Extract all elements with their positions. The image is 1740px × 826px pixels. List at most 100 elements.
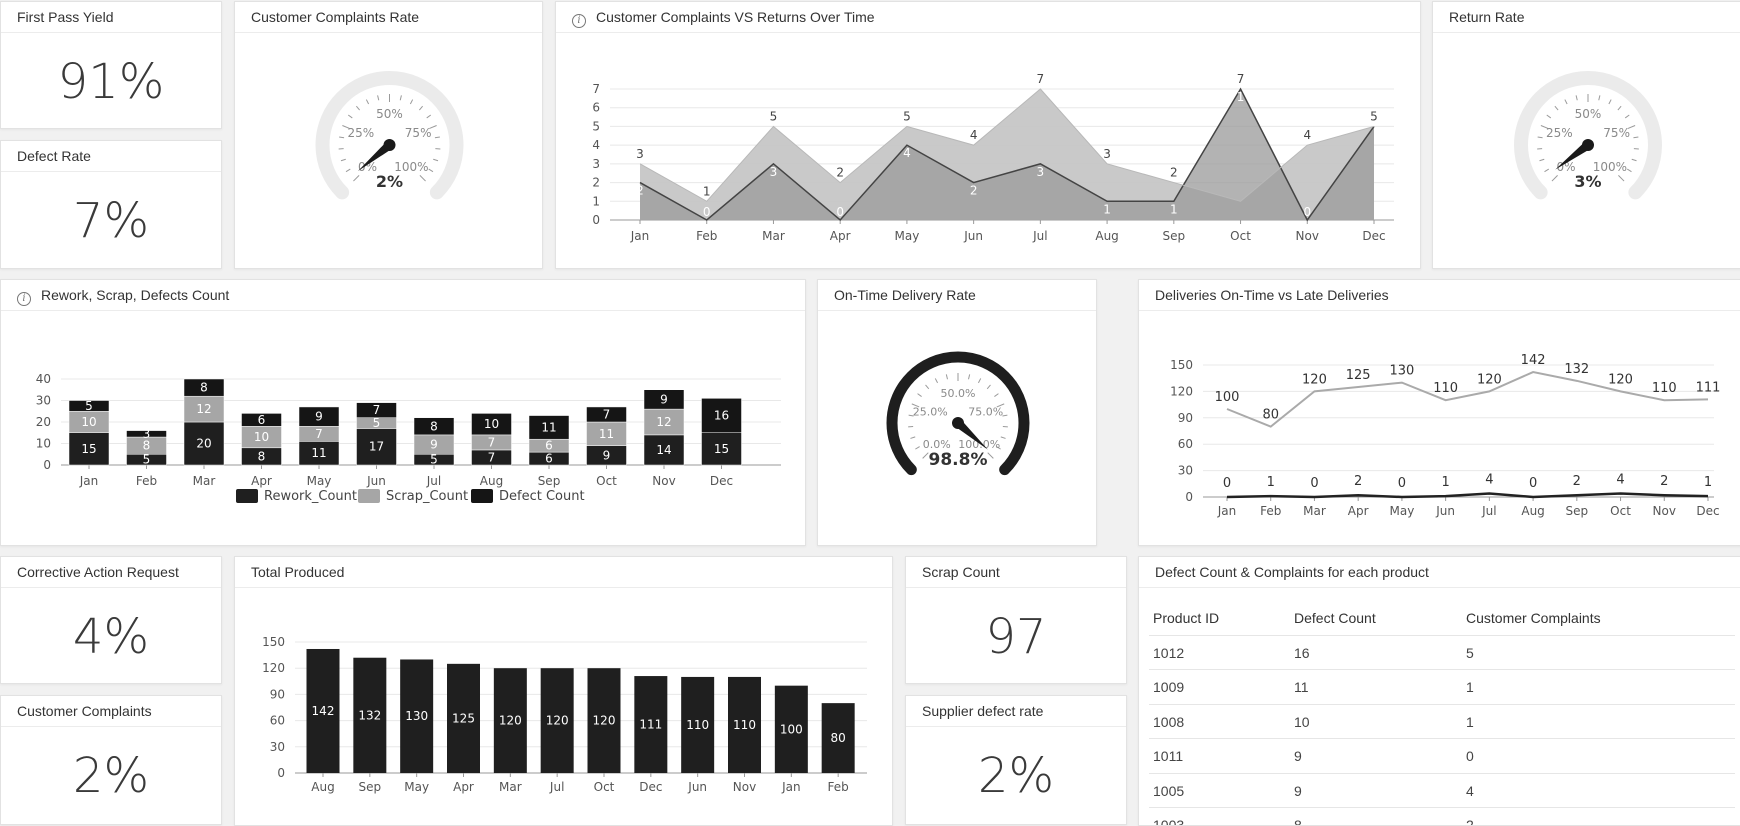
info-icon[interactable]: i xyxy=(572,14,586,28)
table-cell: 1005 xyxy=(1149,774,1294,808)
scrap-count-value: 97 xyxy=(906,609,1126,665)
legend-swatch xyxy=(471,489,493,503)
y-tick-label: 4 xyxy=(592,138,600,152)
y-tick-label: 0 xyxy=(277,766,285,780)
data-label: 7 xyxy=(488,435,496,449)
gauge-tick-label: 50.0% xyxy=(941,387,976,400)
y-tick-label: 40 xyxy=(36,372,51,386)
data-label: 9 xyxy=(603,448,611,462)
table-cell: 1 xyxy=(1466,670,1735,704)
data-label: 14 xyxy=(656,443,671,457)
data-label: 7 xyxy=(1037,72,1045,86)
x-tick-label: Jan xyxy=(781,780,801,794)
gauge-tick xyxy=(918,394,922,397)
return-rate-title: Return Rate xyxy=(1433,2,1740,33)
gauge-tick-label: 25% xyxy=(348,126,375,140)
gauge-tick xyxy=(1609,100,1611,104)
gauge-tick xyxy=(923,453,929,459)
corrective-action-value: 4% xyxy=(1,609,221,665)
x-tick-label: Nov xyxy=(1296,229,1319,243)
data-label: 2 xyxy=(836,166,844,180)
supplier-defect-card: Supplier defect rate 2% xyxy=(905,695,1127,825)
data-label: 15 xyxy=(714,442,729,456)
data-label: 8 xyxy=(430,419,438,433)
data-label: 3 xyxy=(1037,165,1045,179)
gauge-tick xyxy=(1565,100,1567,104)
first-pass-yield-value: 91% xyxy=(1,54,221,110)
data-label: 8 xyxy=(200,381,208,395)
y-tick-label: 10 xyxy=(36,437,51,451)
legend-label: Defect Count xyxy=(499,489,585,504)
gauge-hub xyxy=(384,139,396,151)
data-label: 100 xyxy=(1215,390,1240,405)
data-label: 3 xyxy=(636,147,644,161)
x-tick-label: Jul xyxy=(1032,229,1047,243)
gauge-tick xyxy=(427,115,431,118)
gauge-tick xyxy=(433,159,438,161)
data-label: 0 xyxy=(703,205,711,219)
gauge-tick xyxy=(926,385,929,389)
x-tick-label: Dec xyxy=(710,474,733,488)
y-tick-label: 90 xyxy=(1178,411,1193,425)
gauge-tick xyxy=(1001,437,1006,439)
table-cell: 16 xyxy=(1294,636,1466,670)
y-tick-label: 120 xyxy=(262,661,285,675)
column-header[interactable]: Product ID xyxy=(1149,601,1294,635)
x-tick-label: Jul xyxy=(1481,504,1496,518)
data-label: 5 xyxy=(430,453,438,467)
table-cell: 8 xyxy=(1294,808,1466,826)
x-tick-label: May xyxy=(307,474,332,488)
y-tick-label: 0 xyxy=(1185,490,1193,504)
total-produced-title: Total Produced xyxy=(235,557,892,588)
gauge-tick xyxy=(1555,106,1558,110)
scrap-count-title: Scrap Count xyxy=(906,557,1126,588)
complaints-rate-gauge: 0%25%50%75%100%2% xyxy=(235,34,543,269)
data-label: 125 xyxy=(452,711,475,725)
data-label: 12 xyxy=(196,402,211,416)
data-label: 1 xyxy=(1441,475,1449,490)
x-tick-label: Nov xyxy=(652,474,675,488)
gauge-tick-label: 75% xyxy=(1603,126,1630,140)
x-tick-label: Apr xyxy=(251,474,272,488)
gauge-tick xyxy=(435,137,440,138)
data-label: 6 xyxy=(545,439,553,453)
data-label: 120 xyxy=(499,714,522,728)
column-header[interactable]: Defect Count xyxy=(1294,601,1466,635)
info-icon[interactable]: i xyxy=(17,292,31,306)
table-cell: 1003 xyxy=(1149,808,1294,826)
gauge-tick xyxy=(1576,95,1577,100)
legend-swatch xyxy=(236,489,258,503)
x-tick-label: May xyxy=(895,229,920,243)
x-tick-label: Jun xyxy=(366,474,386,488)
customer-complaints-value: 2% xyxy=(1,748,221,804)
first-pass-yield-card: First Pass Yield 91% xyxy=(0,1,222,129)
data-label: 1 xyxy=(1103,202,1111,216)
gauge-tick xyxy=(978,378,980,382)
x-tick-label: Jul xyxy=(549,780,564,794)
y-tick-label: 90 xyxy=(270,687,285,701)
data-label: 3 xyxy=(1103,147,1111,161)
column-header[interactable]: Customer Complaints xyxy=(1466,601,1735,635)
gauge-tick xyxy=(969,374,970,379)
data-label: 5 xyxy=(143,453,151,467)
gauge-tick xyxy=(356,106,359,110)
x-tick-label: Jul xyxy=(426,474,441,488)
data-label: 5 xyxy=(1370,109,1378,123)
gauge-value-label: 98.8% xyxy=(929,450,988,470)
data-label: 0 xyxy=(1310,476,1318,491)
x-tick-label: Feb xyxy=(828,780,849,794)
data-label: 130 xyxy=(405,709,428,723)
data-label: 3 xyxy=(770,165,778,179)
data-label: 4 xyxy=(1616,472,1624,487)
x-tick-label: Apr xyxy=(1348,504,1369,518)
x-tick-label: Mar xyxy=(762,229,785,243)
x-tick-label: Dec xyxy=(1696,504,1719,518)
data-label: 16 xyxy=(714,409,729,423)
